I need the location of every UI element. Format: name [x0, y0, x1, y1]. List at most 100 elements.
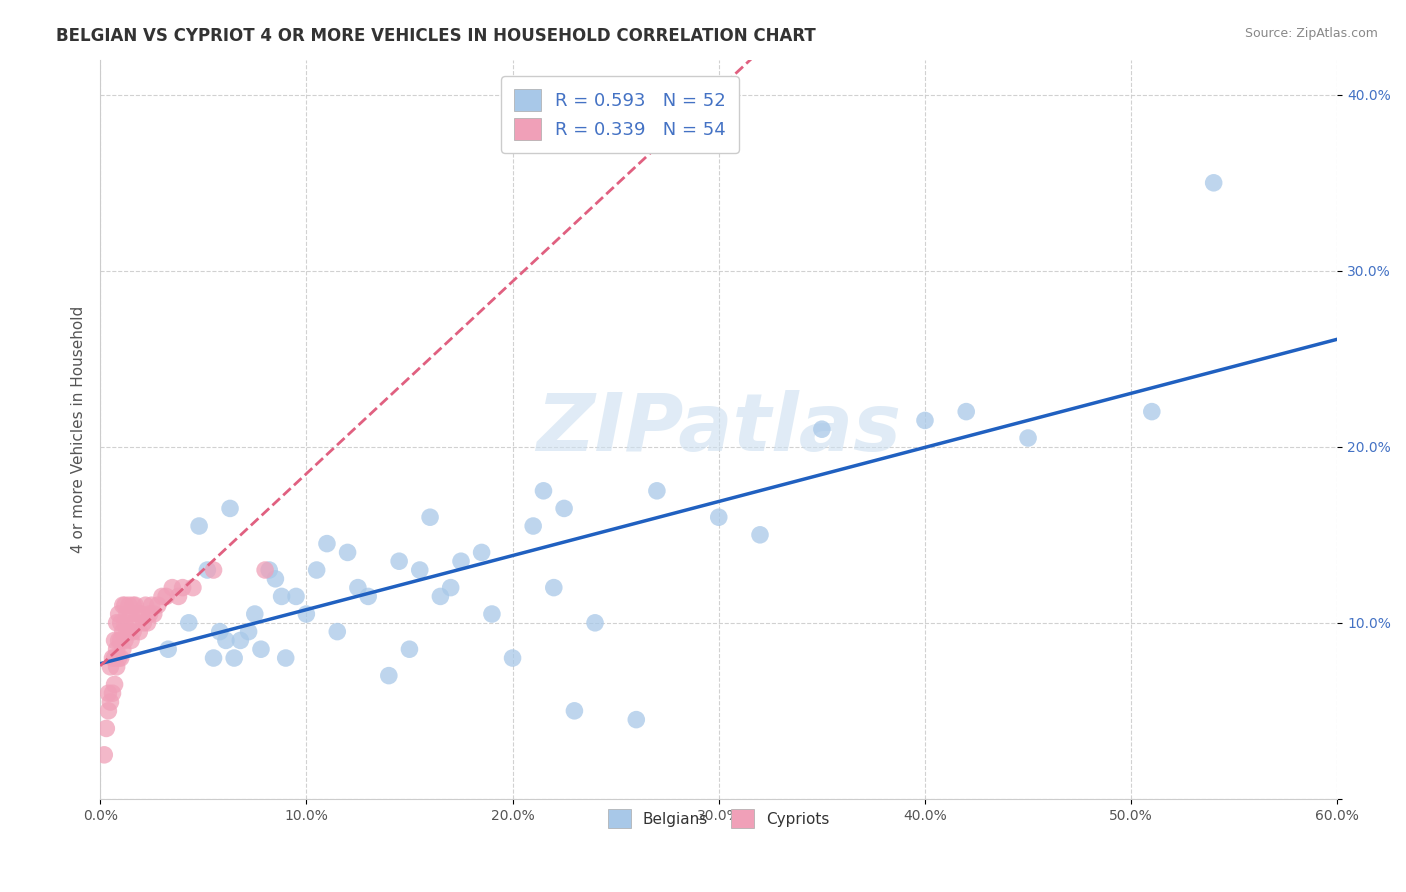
Point: [188, 519, 211, 533]
Point: [481, 607, 503, 621]
Point: [132, 615, 155, 630]
Point: [238, 624, 260, 639]
Point: [398, 642, 420, 657]
Point: [749, 528, 772, 542]
Point: [553, 501, 575, 516]
Point: [336, 545, 359, 559]
Point: [224, 651, 246, 665]
Point: [264, 572, 287, 586]
Point: [274, 651, 297, 665]
Point: [450, 554, 472, 568]
Point: [107, 651, 129, 665]
Point: [120, 633, 142, 648]
Point: [219, 501, 242, 516]
Point: [254, 563, 277, 577]
Point: [388, 554, 411, 568]
Point: [162, 581, 184, 595]
Point: [440, 581, 463, 595]
Point: [142, 607, 165, 621]
Point: [111, 642, 134, 657]
Point: [150, 590, 173, 604]
Point: [100, 695, 122, 709]
Point: [110, 651, 132, 665]
Point: [257, 563, 280, 577]
Point: [357, 590, 380, 604]
Point: [105, 660, 128, 674]
Point: [157, 642, 180, 657]
Point: [564, 704, 586, 718]
Legend: Belgians, Cypriots: Belgians, Cypriots: [600, 802, 838, 836]
Text: ZIPatlas: ZIPatlas: [536, 390, 901, 468]
Point: [195, 563, 218, 577]
Point: [103, 651, 125, 665]
Point: [128, 624, 150, 639]
Point: [107, 607, 129, 621]
Point: [100, 660, 122, 674]
Point: [707, 510, 730, 524]
Point: [105, 615, 128, 630]
Point: [93, 747, 115, 762]
Point: [96, 722, 118, 736]
Point: [522, 519, 544, 533]
Point: [122, 598, 145, 612]
Point: [138, 607, 160, 621]
Point: [141, 598, 163, 612]
Point: [114, 598, 136, 612]
Point: [146, 598, 169, 612]
Point: [202, 563, 225, 577]
Point: [1017, 431, 1039, 445]
Point: [155, 590, 177, 604]
Point: [115, 624, 138, 639]
Point: [124, 598, 146, 612]
Text: Source: ZipAtlas.com: Source: ZipAtlas.com: [1244, 27, 1378, 40]
Point: [131, 607, 153, 621]
Point: [378, 668, 401, 682]
Point: [101, 686, 124, 700]
Point: [105, 642, 128, 657]
Point: [215, 633, 238, 648]
Point: [295, 607, 318, 621]
Point: [97, 686, 120, 700]
Point: [110, 615, 132, 630]
Point: [811, 422, 834, 436]
Point: [502, 651, 524, 665]
Point: [118, 624, 141, 639]
Point: [115, 607, 138, 621]
Point: [134, 598, 156, 612]
Point: [110, 633, 132, 648]
Point: [583, 615, 606, 630]
Point: [1202, 176, 1225, 190]
Point: [127, 607, 149, 621]
Point: [270, 590, 292, 604]
Point: [409, 563, 432, 577]
Point: [103, 633, 125, 648]
Point: [177, 615, 200, 630]
Point: [316, 536, 339, 550]
Point: [172, 581, 194, 595]
Point: [97, 704, 120, 718]
Point: [471, 545, 494, 559]
Point: [243, 607, 266, 621]
Point: [118, 598, 141, 612]
Point: [111, 624, 134, 639]
Point: [103, 677, 125, 691]
Point: [136, 615, 159, 630]
Point: [107, 633, 129, 648]
Point: [111, 598, 134, 612]
Point: [914, 413, 936, 427]
Point: [533, 483, 555, 498]
Point: [120, 607, 142, 621]
Point: [543, 581, 565, 595]
Point: [1140, 404, 1163, 418]
Point: [429, 590, 451, 604]
Point: [114, 615, 136, 630]
Point: [202, 651, 225, 665]
Point: [419, 510, 441, 524]
Text: BELGIAN VS CYPRIOT 4 OR MORE VEHICLES IN HOUSEHOLD CORRELATION CHART: BELGIAN VS CYPRIOT 4 OR MORE VEHICLES IN…: [56, 27, 815, 45]
Point: [326, 624, 349, 639]
Point: [229, 633, 252, 648]
Point: [122, 624, 145, 639]
Point: [305, 563, 328, 577]
Point: [347, 581, 370, 595]
Point: [626, 713, 648, 727]
